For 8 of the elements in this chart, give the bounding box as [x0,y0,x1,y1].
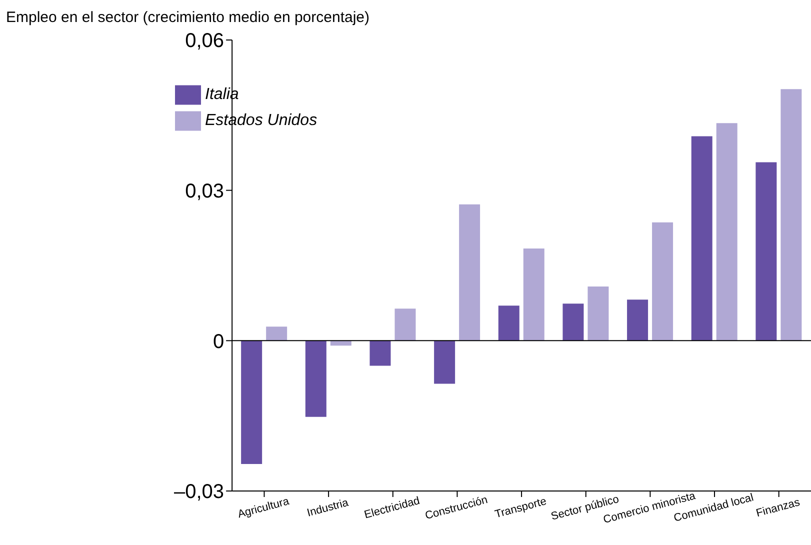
y-tick-label: 0,03 [185,180,224,202]
x-tick-label: Industria [306,496,351,520]
y-tick-label: –0,03 [174,481,224,504]
y-tick-label: 0,06 [185,30,224,52]
y-tick-label: 0 [212,330,224,353]
chart-title: Empleo en el sector (crecimiento medio en porcentaje) [6,9,370,26]
x-tick-label: Transporte [494,495,548,521]
x-tick-label: Finanzas [754,496,802,520]
